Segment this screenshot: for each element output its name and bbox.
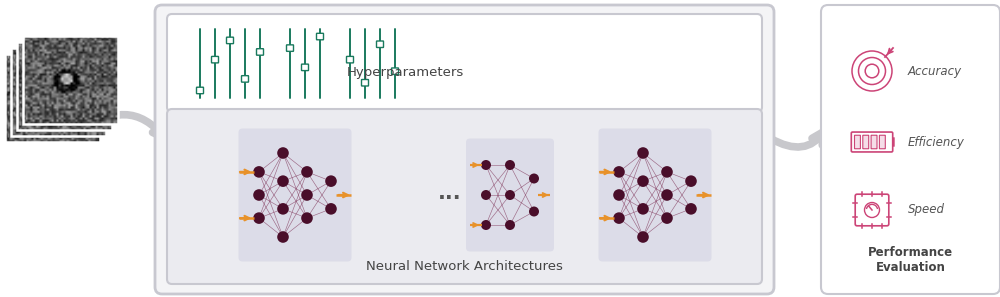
Bar [5,54,100,142]
Circle shape [637,203,649,215]
FancyBboxPatch shape [821,5,1000,294]
Text: Neural Network Architectures: Neural Network Architectures [366,260,562,274]
FancyArrowPatch shape [77,115,165,138]
FancyBboxPatch shape [863,135,869,149]
Bar [17,42,112,130]
FancyBboxPatch shape [212,56,218,63]
FancyArrowPatch shape [770,132,824,147]
Circle shape [505,190,515,200]
Circle shape [637,231,649,243]
Circle shape [505,160,515,170]
Circle shape [613,212,625,224]
FancyBboxPatch shape [466,138,554,252]
Text: Speed: Speed [908,203,945,217]
FancyBboxPatch shape [242,76,249,82]
Circle shape [277,231,289,243]
FancyBboxPatch shape [257,49,264,55]
Circle shape [301,189,313,201]
FancyBboxPatch shape [167,109,762,284]
Circle shape [253,166,265,178]
Circle shape [529,173,539,184]
Circle shape [277,147,289,159]
Circle shape [661,189,673,201]
FancyBboxPatch shape [347,56,354,63]
Circle shape [661,166,673,178]
Circle shape [637,175,649,187]
FancyBboxPatch shape [892,137,895,147]
Bar [23,36,118,124]
Circle shape [685,203,697,215]
Circle shape [613,189,625,201]
Circle shape [481,220,491,230]
FancyBboxPatch shape [598,129,711,261]
Circle shape [481,190,491,200]
FancyBboxPatch shape [376,41,384,48]
FancyBboxPatch shape [167,14,762,112]
FancyBboxPatch shape [879,135,885,149]
Bar [11,48,106,136]
Circle shape [277,175,289,187]
FancyBboxPatch shape [871,135,877,149]
Text: Efficiency: Efficiency [908,135,965,148]
Text: ...: ... [438,183,462,203]
FancyBboxPatch shape [362,80,369,86]
FancyBboxPatch shape [196,87,204,94]
Circle shape [301,212,313,224]
Circle shape [277,203,289,215]
FancyBboxPatch shape [287,45,294,51]
Circle shape [661,212,673,224]
Text: Hyperparameters: Hyperparameters [346,66,464,78]
Circle shape [301,166,313,178]
FancyBboxPatch shape [155,5,774,294]
FancyBboxPatch shape [392,68,399,75]
Circle shape [253,189,265,201]
Circle shape [529,206,539,217]
Circle shape [325,203,337,215]
Circle shape [637,147,649,159]
Circle shape [253,212,265,224]
FancyBboxPatch shape [302,64,308,71]
Circle shape [613,166,625,178]
FancyBboxPatch shape [239,129,352,261]
FancyBboxPatch shape [227,37,234,44]
Text: Performance
Evaluation: Performance Evaluation [868,246,953,274]
FancyBboxPatch shape [317,33,324,40]
FancyBboxPatch shape [854,135,860,149]
Circle shape [505,220,515,230]
Circle shape [685,175,697,187]
Circle shape [481,160,491,170]
Text: Accuracy: Accuracy [908,64,962,78]
Circle shape [325,175,337,187]
